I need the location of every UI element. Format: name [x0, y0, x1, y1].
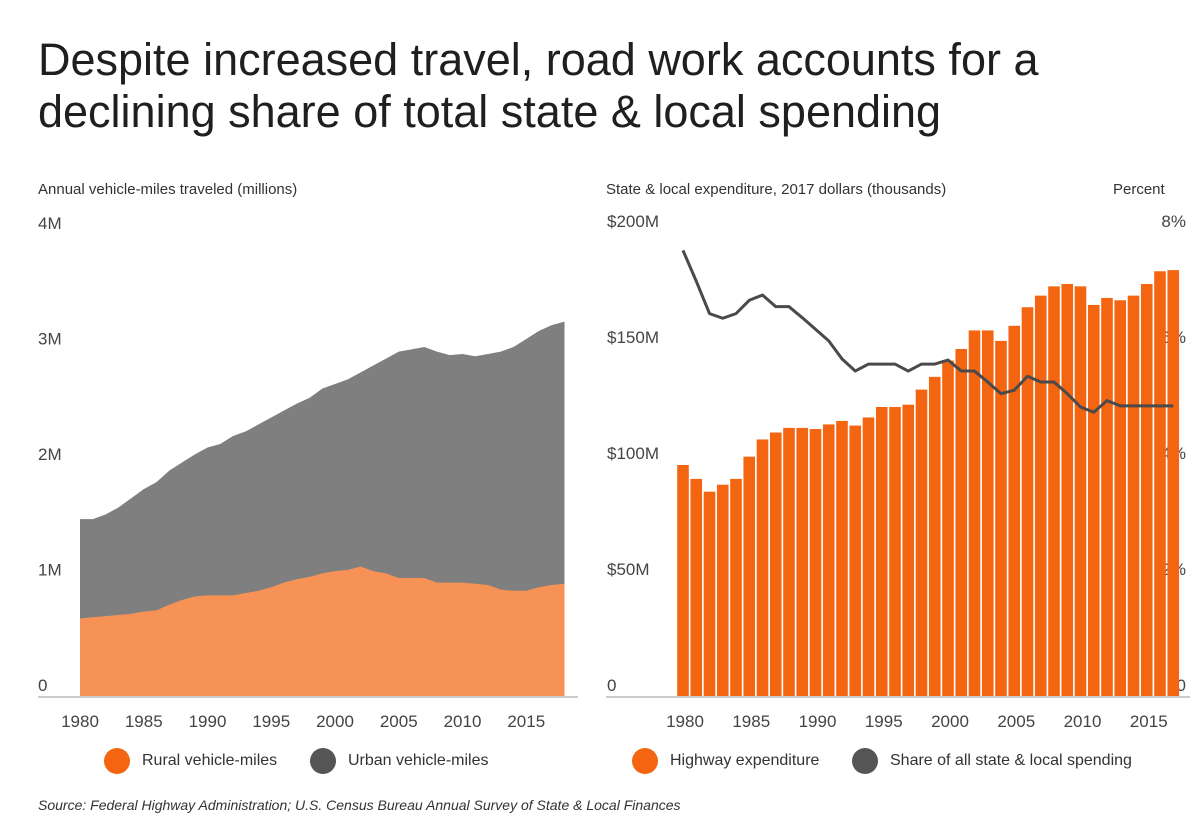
- bar-highway-expenditure: [981, 330, 994, 697]
- bar-highway-expenditure: [809, 429, 822, 697]
- legend-highway: Highway expenditure: [632, 748, 819, 774]
- bar-highway-expenditure: [1021, 307, 1034, 697]
- bar-highway-expenditure: [1034, 295, 1047, 697]
- legend-swatch-highway: [632, 748, 658, 774]
- legend-swatch-urban: [310, 748, 336, 774]
- x-tick-label: 1990: [799, 712, 837, 731]
- bar-highway-expenditure: [902, 404, 915, 697]
- left-y-axis-title: Annual vehicle-miles traveled (millions): [38, 181, 298, 198]
- y-tick-label: 1M: [38, 561, 62, 580]
- legend-label: Rural vehicle-miles: [142, 752, 278, 769]
- x-tick-label: 2000: [316, 712, 354, 731]
- x-tick-label: 2010: [1064, 712, 1102, 731]
- bar-highway-expenditure: [769, 432, 782, 697]
- legend-share: Share of all state & local spending: [852, 748, 1132, 774]
- y-tick-label: $200M: [607, 212, 659, 231]
- bar-highway-expenditure: [783, 427, 795, 697]
- bar-highway-expenditure: [928, 376, 941, 697]
- bar-highway-expenditure: [995, 340, 1007, 697]
- y-tick-label: 3M: [38, 330, 62, 349]
- bar-highway-expenditure: [1061, 284, 1074, 697]
- bar-highway-expenditure: [1048, 286, 1060, 697]
- line-share-of-spending: [681, 249, 1174, 414]
- y2-tick-label: 8%: [1161, 212, 1186, 231]
- bar-highway-expenditure: [1074, 286, 1087, 697]
- right-y2-axis-title: Percent: [1113, 181, 1165, 198]
- x-tick-label: 2000: [931, 712, 969, 731]
- bar-highway-expenditure: [1127, 295, 1140, 697]
- x-tick-label: 1980: [61, 712, 99, 731]
- source-note: Source: Federal Highway Administration; …: [38, 797, 681, 813]
- x-tick-label: 1990: [189, 712, 227, 731]
- bar-highway-expenditure: [756, 439, 769, 697]
- legend-swatch-rural: [104, 748, 130, 774]
- legend-swatch-share: [852, 748, 878, 774]
- bar-highway-expenditure: [716, 484, 729, 697]
- bar-highway-expenditure: [796, 427, 809, 697]
- legend-rural: Rural vehicle-miles: [104, 748, 277, 774]
- bar-highway-expenditure: [942, 360, 954, 697]
- bar-highway-expenditure: [743, 456, 756, 697]
- x-tick-label: 1995: [252, 712, 290, 731]
- bar-highway-expenditure: [1140, 284, 1153, 697]
- bar-highway-expenditure: [1087, 304, 1100, 697]
- y-tick-label: 4M: [38, 214, 62, 233]
- x-tick-label: 1985: [732, 712, 770, 731]
- y-tick-label: 2M: [38, 445, 62, 464]
- x-tick-label: 1980: [666, 712, 704, 731]
- area-rural-vehicle-miles: [80, 566, 565, 697]
- bar-highway-expenditure: [875, 407, 888, 697]
- bar-highway-expenditure: [703, 491, 716, 697]
- bar-highway-expenditure: [1008, 325, 1021, 697]
- legend-label: Share of all state & local spending: [890, 752, 1132, 769]
- bar-highway-expenditure: [1154, 271, 1166, 697]
- y-tick-label: 0: [38, 676, 47, 695]
- bar-highway-expenditure: [822, 424, 835, 697]
- x-tick-label: 2005: [380, 712, 418, 731]
- bar-highway-expenditure: [889, 407, 901, 697]
- x-tick-label: 2015: [507, 712, 545, 731]
- bar-highway-expenditure: [968, 330, 981, 697]
- legend-label: Highway expenditure: [670, 752, 820, 769]
- right-y-axis-title: State & local expenditure, 2017 dollars …: [606, 181, 947, 198]
- x-tick-label: 2010: [444, 712, 482, 731]
- y-tick-label: $50M: [607, 560, 650, 579]
- x-tick-label: 2005: [997, 712, 1035, 731]
- bar-highway-expenditure: [677, 465, 689, 697]
- bar-highway-expenditure: [730, 478, 742, 697]
- bar-highway-expenditure: [955, 349, 968, 697]
- bar-highway-expenditure: [862, 417, 875, 697]
- bar-highway-expenditure: [915, 389, 928, 697]
- bar-highway-expenditure: [690, 478, 703, 697]
- bar-highway-expenditure: [849, 425, 862, 697]
- x-tick-label: 1985: [125, 712, 163, 731]
- bar-highway-expenditure: [1167, 270, 1180, 697]
- bar-highway-expenditure: [1114, 300, 1127, 697]
- y2-tick-label: 0: [1177, 676, 1186, 695]
- legend-urban: Urban vehicle-miles: [310, 748, 489, 774]
- x-tick-label: 1995: [865, 712, 903, 731]
- bar-highway-expenditure: [1101, 297, 1113, 697]
- y-tick-label: 0: [607, 676, 616, 695]
- legend-label: Urban vehicle-miles: [348, 752, 489, 769]
- x-tick-label: 2015: [1130, 712, 1168, 731]
- y-tick-label: $100M: [607, 444, 659, 463]
- chart-title: Despite increased travel, road work acco…: [38, 34, 1039, 137]
- bar-highway-expenditure: [836, 420, 848, 697]
- y-tick-label: $150M: [607, 328, 659, 347]
